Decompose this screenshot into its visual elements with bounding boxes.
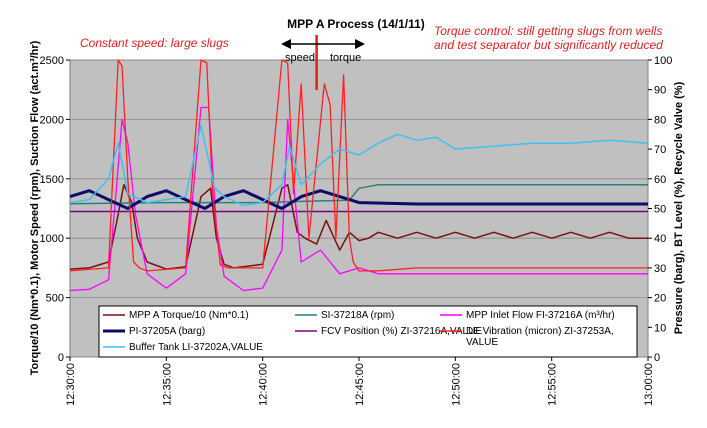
chart-title: MPP A Process (14/1/11) bbox=[287, 17, 425, 31]
x-tick-label: 12:40:00 bbox=[258, 363, 270, 406]
annotation-right-1: Torque control: still getting slugs from… bbox=[434, 24, 662, 38]
y-axis-left: 0 500 1000 1500 2000 2500 bbox=[40, 55, 70, 364]
series-line-6 bbox=[69, 124, 649, 207]
series-line-5 bbox=[69, 59, 648, 272]
legend-box bbox=[98, 305, 638, 358]
x-tick-label: 12:30:00 bbox=[65, 363, 77, 406]
y-right-tick-label: 90 bbox=[654, 85, 666, 97]
y-axis-right: 0 10 20 30 40 50 60 70 80 90 100 bbox=[648, 55, 672, 364]
y-right-tick-label: 10 bbox=[654, 322, 666, 334]
x-tick-label: 12:55:00 bbox=[547, 363, 559, 406]
y-axis-right-label: Pressure (barg), BT Level (%), Recycle V… bbox=[673, 81, 685, 334]
x-tick-label: 12:50:00 bbox=[450, 363, 462, 406]
speed-torque-arrow bbox=[281, 39, 365, 49]
legend: MPP A Torque/10 (Nm*0.1) SI-37218A (rpm) M… bbox=[98, 305, 638, 358]
y-right-tick-label: 80 bbox=[654, 114, 666, 126]
y-right-tick-label: 70 bbox=[654, 144, 666, 156]
x-axis: 12:30:00 12:35:00 12:40:00 12:45:00 12:50:00… bbox=[65, 357, 655, 406]
x-tick-label: 13:00:00 bbox=[643, 363, 655, 406]
y-axis-left-label: Torque/10 (Nm*0.1), Motor Speed (rpm), S… bbox=[29, 40, 41, 375]
series-line-3 bbox=[69, 189, 648, 210]
legend-label: VALUE bbox=[466, 337, 498, 348]
legend-label: FCV Position (%) ZI-37216A,VALUE bbox=[321, 326, 482, 337]
annotation-left: Constant speed: large slugs bbox=[80, 36, 229, 50]
y-right-tick-label: 60 bbox=[654, 174, 666, 186]
series-line-0 bbox=[69, 183, 648, 270]
legend-label: MPP Inlet Flow FI-37216A (m³/hr) bbox=[466, 310, 615, 321]
torque-label: torque bbox=[330, 52, 361, 64]
x-tick-label: 12:45:00 bbox=[354, 363, 366, 406]
legend-label: PI-37205A (barg) bbox=[129, 326, 205, 337]
y-right-tick-label: 30 bbox=[654, 263, 666, 275]
y-left-tick-label: 500 bbox=[46, 293, 64, 305]
y-right-tick-label: 0 bbox=[654, 352, 660, 364]
y-right-tick-label: 20 bbox=[654, 293, 666, 305]
series-line-2 bbox=[69, 106, 648, 292]
y-left-tick-label: 1500 bbox=[40, 174, 64, 186]
y-right-tick-label: 50 bbox=[654, 204, 666, 216]
x-tick-label: 12:35:00 bbox=[161, 363, 173, 406]
y-left-tick-label: 2500 bbox=[40, 55, 64, 67]
legend-label: DE Vibration (micron) ZI-37253A, bbox=[466, 326, 614, 337]
y-right-tick-label: 100 bbox=[654, 55, 672, 67]
speed-label: speed bbox=[285, 52, 315, 64]
y-left-tick-label: 2000 bbox=[40, 114, 64, 126]
series-lines bbox=[69, 59, 649, 292]
annotation-right-2: and test separator but significantly red… bbox=[434, 38, 663, 52]
y-right-tick-label: 40 bbox=[654, 233, 666, 245]
legend-label: Buffer Tank LI-37202A,VALUE bbox=[129, 342, 263, 353]
y-left-tick-label: 1000 bbox=[40, 233, 64, 245]
legend-label: SI-37218A (rpm) bbox=[321, 310, 394, 321]
legend-label: MPP A Torque/10 (Nm*0.1) bbox=[129, 310, 249, 321]
y-left-tick-label: 0 bbox=[58, 352, 64, 364]
